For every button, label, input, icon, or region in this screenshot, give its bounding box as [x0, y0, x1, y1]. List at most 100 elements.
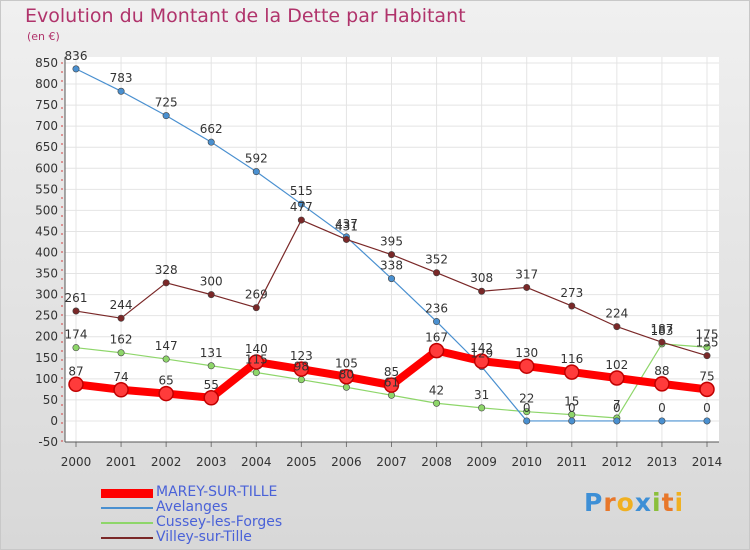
- y-tick-label: 300: [35, 288, 58, 302]
- data-label-avelanges: 0: [523, 401, 531, 415]
- data-point-avelanges: [387, 275, 395, 283]
- data-point-avelanges: [568, 417, 576, 425]
- legend-item: Avelanges: [101, 499, 361, 516]
- y-tick-label: 700: [35, 119, 58, 133]
- data-label-villey-sur-tille: 317: [515, 267, 538, 281]
- legend-label: MAREY-SUR-TILLE: [156, 484, 278, 500]
- data-label-villey-sur-tille: 395: [380, 235, 403, 249]
- data-label-villey-sur-tille: 269: [245, 288, 268, 302]
- data-point-marey-sur-tille: [383, 377, 400, 393]
- data-label-villey-sur-tille: 261: [65, 291, 88, 305]
- x-tick-label: 2009: [466, 455, 497, 469]
- x-tick-label: 2001: [106, 455, 137, 469]
- x-tick-label: 2005: [286, 455, 317, 469]
- data-point-villey-sur-tille: [568, 302, 576, 310]
- data-point-avelanges: [297, 200, 305, 208]
- legend-item: MAREY-SUR-TILLE: [101, 484, 361, 501]
- data-point-marey-sur-tille: [609, 370, 625, 386]
- data-label-cussey-les-forges: 80: [339, 367, 354, 381]
- data-label-marey-sur-tille: 75: [699, 369, 714, 383]
- data-point-villey-sur-tille: [387, 251, 395, 259]
- data-label-cussey-les-forges: 175: [696, 327, 719, 341]
- y-tick-label: 150: [35, 351, 58, 365]
- data-point-villey-sur-tille: [523, 283, 531, 291]
- data-label-marey-sur-tille: 55: [204, 378, 219, 392]
- data-point-cussey-les-forges: [117, 349, 125, 357]
- x-tick-label: 2007: [376, 455, 407, 469]
- x-tick-label: 2012: [602, 455, 633, 469]
- y-tick-label: 100: [35, 372, 58, 386]
- data-point-villey-sur-tille: [72, 307, 80, 315]
- data-point-marey-sur-tille: [518, 358, 535, 374]
- data-label-avelanges: 338: [380, 259, 403, 273]
- data-label-marey-sur-tille: 142: [470, 341, 493, 355]
- data-point-cussey-les-forges: [162, 355, 170, 363]
- data-label-marey-sur-tille: 85: [384, 365, 399, 379]
- data-point-cussey-les-forges: [72, 344, 80, 352]
- data-label-avelanges: 783: [110, 71, 133, 85]
- data-label-avelanges: 129: [470, 347, 493, 361]
- data-label-cussey-les-forges: 7: [613, 398, 621, 412]
- chart-title: Evolution du Montant de la Dette par Hab…: [25, 5, 466, 27]
- data-label-cussey-les-forges: 22: [519, 392, 534, 406]
- y-tick-label: 850: [35, 56, 58, 70]
- y-tick-label: 400: [35, 246, 58, 260]
- data-point-avelanges: [72, 65, 80, 73]
- legend-swatch: [101, 537, 153, 539]
- data-label-cussey-les-forges: 42: [429, 383, 444, 397]
- data-label-villey-sur-tille: 300: [200, 275, 223, 289]
- data-point-villey-sur-tille: [297, 216, 305, 224]
- data-label-cussey-les-forges: 98: [294, 360, 309, 374]
- data-label-villey-sur-tille: 244: [110, 298, 133, 312]
- data-label-marey-sur-tille: 74: [113, 370, 128, 384]
- legend-swatch: [101, 522, 153, 524]
- legend-item: Cussey-les-Forges: [101, 514, 361, 531]
- y-tick-label: 500: [35, 203, 58, 217]
- data-point-marey-sur-tille: [338, 368, 355, 385]
- data-label-cussey-les-forges: 15: [564, 395, 579, 409]
- data-label-cussey-les-forges: 174: [65, 328, 88, 342]
- y-tick-label: 650: [35, 140, 58, 154]
- x-tick-label: 2006: [331, 455, 362, 469]
- data-point-marey-sur-tille: [68, 376, 84, 393]
- x-tick-label: 2008: [421, 455, 452, 469]
- data-label-cussey-les-forges: 131: [200, 346, 223, 360]
- x-tick-label: 2013: [647, 455, 678, 469]
- data-label-marey-sur-tille: 123: [290, 349, 313, 363]
- y-tick-label: 200: [35, 330, 58, 344]
- data-label-avelanges: 592: [245, 152, 268, 166]
- y-tick-label: 0: [50, 414, 58, 428]
- data-point-cussey-les-forges: [252, 369, 260, 377]
- data-point-avelanges: [703, 417, 711, 425]
- data-point-marey-sur-tille: [473, 353, 490, 369]
- legend-label: Cussey-les-Forges: [156, 514, 283, 530]
- y-tick-label: 250: [35, 309, 58, 323]
- data-label-villey-sur-tille: 328: [155, 263, 178, 277]
- data-point-marey-sur-tille: [158, 385, 174, 402]
- legend-swatch: [101, 488, 153, 498]
- data-point-villey-sur-tille: [478, 287, 486, 295]
- data-label-avelanges: 0: [613, 401, 621, 415]
- data-label-avelanges: 662: [200, 122, 223, 136]
- x-tick-label: 2011: [557, 455, 588, 469]
- data-point-avelanges: [207, 138, 215, 146]
- data-point-villey-sur-tille: [342, 235, 350, 243]
- data-point-avelanges: [162, 112, 170, 120]
- legend-swatch: [101, 507, 153, 509]
- data-point-cussey-les-forges: [297, 376, 305, 384]
- data-point-marey-sur-tille: [654, 376, 670, 392]
- data-label-villey-sur-tille: 155: [696, 336, 719, 350]
- y-tick-label: 550: [35, 182, 58, 196]
- data-label-marey-sur-tille: 88: [654, 364, 669, 378]
- data-label-avelanges: 0: [658, 401, 666, 415]
- data-label-villey-sur-tille: 352: [425, 253, 448, 267]
- y-axis-unit: (en €): [27, 30, 60, 43]
- data-point-villey-sur-tille: [703, 352, 711, 360]
- data-point-avelanges: [117, 87, 125, 95]
- data-label-marey-sur-tille: 102: [605, 358, 628, 372]
- data-label-cussey-les-forges: 115: [245, 353, 268, 367]
- data-point-villey-sur-tille: [207, 291, 215, 299]
- legend-label: Villey-sur-Tille: [156, 529, 252, 545]
- data-label-cussey-les-forges: 61: [384, 375, 399, 389]
- data-label-avelanges: 236: [425, 302, 448, 316]
